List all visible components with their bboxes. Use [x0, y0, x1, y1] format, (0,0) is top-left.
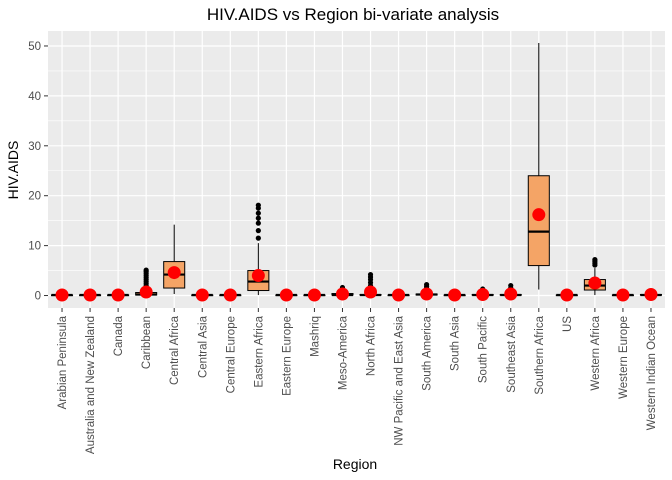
- box-eastern-europe: [275, 288, 298, 302]
- chart-title: HIV.AIDS vs Region bi-variate analysis: [207, 5, 499, 24]
- box-eastern-africa: [247, 202, 270, 296]
- box-meso-america: [331, 284, 354, 301]
- mean-marker: [644, 288, 658, 302]
- x-tick-label: Caribbean: [141, 316, 153, 369]
- x-tick-label: Canada: [113, 315, 125, 356]
- box-southeast-asia: [499, 282, 522, 301]
- box-mashriq: [303, 288, 326, 302]
- box-western-africa: [583, 256, 606, 296]
- mean-marker: [504, 287, 518, 301]
- y-tick-label: 10: [28, 241, 41, 253]
- x-tick-label: Central Asia: [197, 315, 209, 378]
- x-axis-ticks: Arabian Peninsula Australia and New Zeala…: [57, 308, 658, 454]
- y-tick-label: 0: [35, 291, 41, 303]
- mean-marker: [139, 285, 153, 299]
- box-central-africa: [163, 224, 186, 295]
- box-series: [51, 42, 662, 302]
- outlier-point: [255, 215, 261, 221]
- mean-marker: [335, 287, 349, 301]
- x-tick-label: Western Africa: [590, 315, 602, 390]
- mean-marker: [83, 288, 97, 302]
- box-central-europe: [219, 288, 242, 302]
- box-arabian-peninsula: [51, 288, 74, 302]
- x-tick-label: Central Europe: [225, 316, 237, 393]
- plot-panel: [48, 31, 665, 308]
- outlier-point: [255, 220, 261, 226]
- box-southern-africa: [527, 42, 550, 290]
- x-tick-label: South America: [422, 315, 434, 390]
- x-tick-label: Southern Africa: [534, 315, 546, 394]
- mean-marker: [616, 288, 630, 302]
- y-tick-label: 50: [28, 41, 41, 53]
- mean-marker: [448, 288, 462, 302]
- outlier-point: [255, 228, 261, 234]
- x-tick-label: Central Africa: [169, 315, 181, 385]
- mean-marker: [251, 269, 265, 283]
- mean-marker: [420, 287, 434, 301]
- x-tick-label: Eastern Africa: [253, 315, 265, 387]
- x-tick-label: Southeast Asia: [506, 315, 518, 392]
- x-tick-label: South Asia: [450, 315, 462, 371]
- y-axis-ticks: 0 10 20 30 40 50: [28, 41, 48, 303]
- box-australia-and-new-zealand: [79, 288, 102, 302]
- x-tick-label: Australia and New Zealand: [85, 316, 97, 454]
- mean-marker: [588, 276, 602, 290]
- outlier-point: [508, 282, 514, 289]
- mean-marker: [279, 288, 293, 302]
- outlier-point: [255, 202, 261, 208]
- box-south-pacific: [471, 286, 494, 302]
- x-tick-label: Western Indian Ocean: [646, 316, 658, 430]
- x-tick-label: Western Europe: [618, 316, 630, 399]
- box-western-europe: [611, 288, 634, 302]
- y-axis-title: HIV.AIDS: [5, 141, 21, 200]
- x-tick-label: Mashriq: [309, 316, 321, 357]
- x-tick-label: NW Pacific and East Asia: [394, 315, 406, 445]
- x-axis-title: Region: [333, 456, 377, 472]
- outlier-point: [367, 271, 374, 278]
- outlier-point: [143, 267, 149, 273]
- mean-marker: [476, 288, 490, 302]
- box-central-asia: [191, 288, 214, 302]
- x-tick-label: Arabian Peninsula: [57, 315, 69, 409]
- mean-marker: [195, 288, 209, 302]
- outlier-point: [592, 256, 598, 263]
- box-caribbean: [135, 267, 158, 299]
- box-canada: [107, 288, 130, 302]
- mean-marker: [111, 288, 125, 302]
- x-tick-label: South Pacific: [478, 316, 490, 383]
- mean-marker: [532, 208, 546, 222]
- box-south-asia: [443, 288, 466, 302]
- mean-marker: [307, 288, 321, 302]
- outlier-point: [424, 281, 430, 288]
- box-nw-pacific-and-east-asia: [387, 288, 410, 302]
- box-south-america: [415, 281, 438, 301]
- x-tick-label: Eastern Europe: [281, 316, 293, 396]
- x-tick-label: Meso-America: [337, 315, 349, 390]
- x-tick-label: North Africa: [366, 315, 378, 376]
- mean-marker: [167, 266, 181, 280]
- box-us: [555, 288, 578, 302]
- mean-marker: [55, 288, 69, 302]
- outlier-point: [255, 210, 261, 216]
- x-tick-label: US: [562, 316, 574, 332]
- mean-marker: [560, 288, 574, 302]
- box-north-africa: [359, 271, 382, 299]
- y-tick-label: 30: [28, 141, 41, 153]
- box-western-indian-ocean: [639, 288, 662, 302]
- outlier-point: [255, 235, 261, 241]
- y-tick-label: 40: [28, 91, 41, 103]
- mean-marker: [392, 288, 406, 302]
- y-tick-label: 20: [28, 191, 41, 203]
- mean-marker: [223, 288, 237, 302]
- mean-marker: [364, 285, 378, 299]
